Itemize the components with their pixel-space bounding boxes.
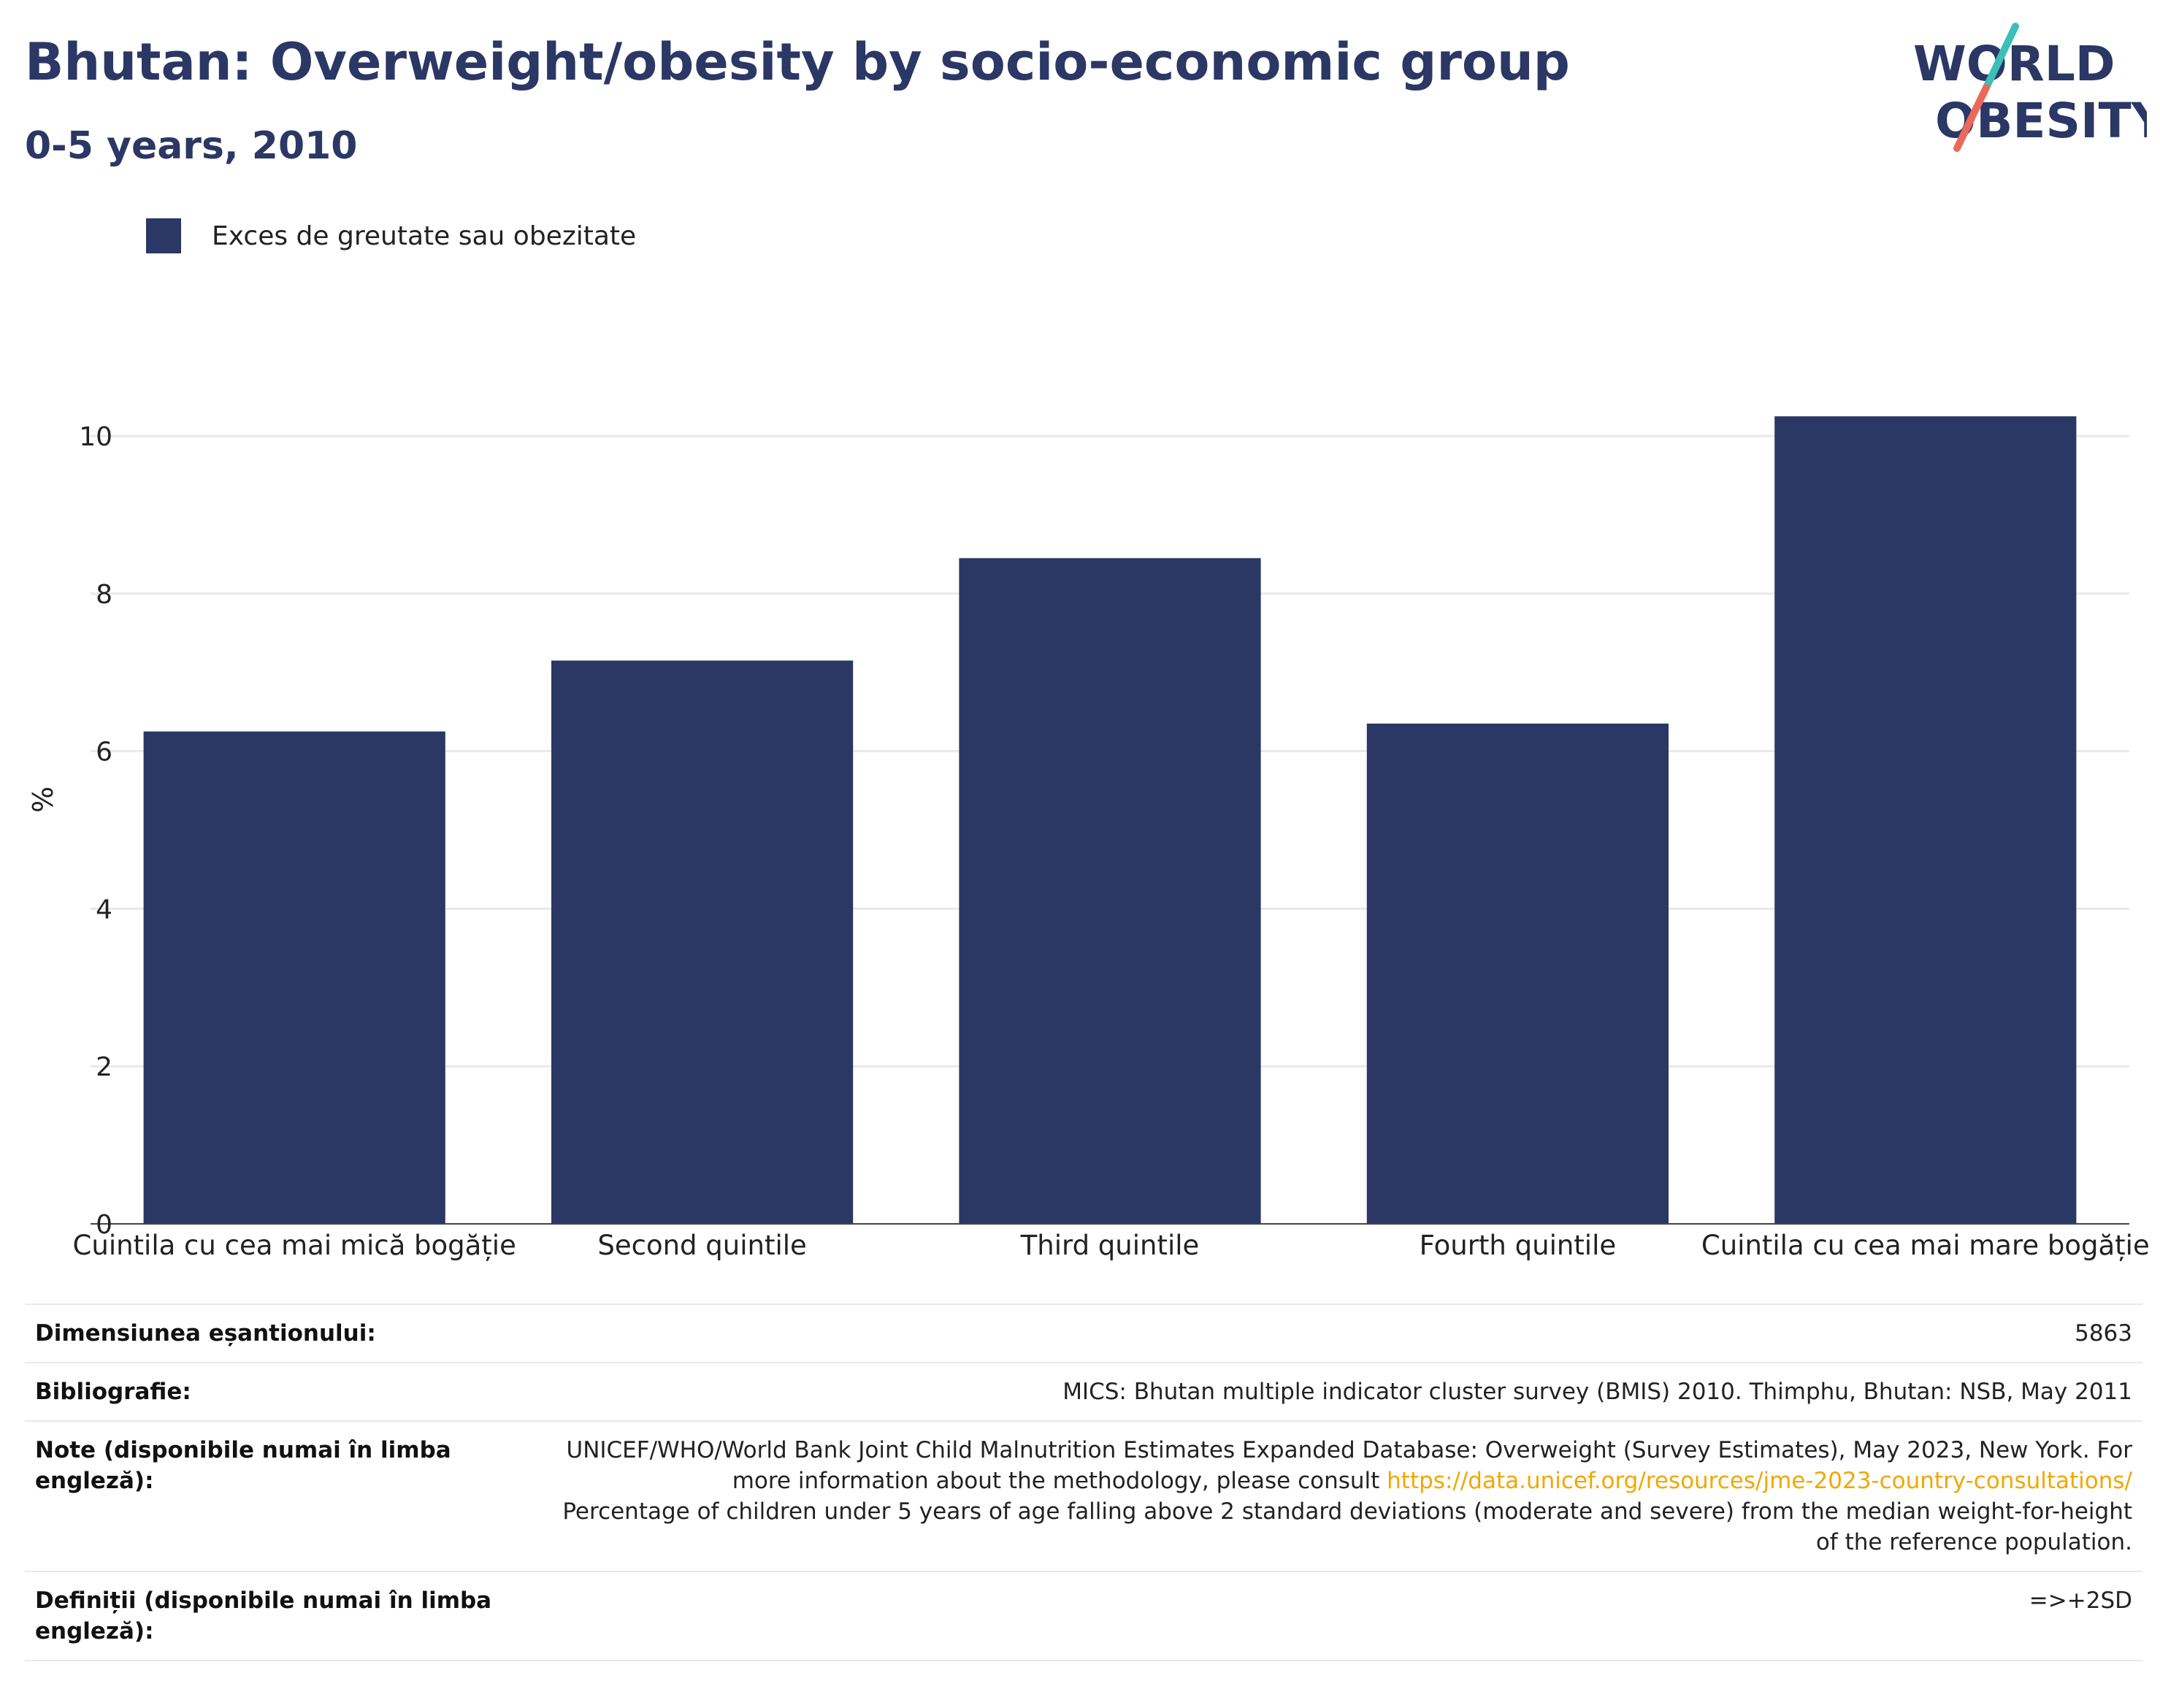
notes-link[interactable]: https://data.unicef.org/resources/jme-20… (1387, 1468, 2132, 1494)
y-tick-label: 6 (96, 738, 112, 767)
notes-text-1: UNICEF/WHO/World Bank Joint Child Malnut… (566, 1437, 2133, 1494)
definitions-value: =>+2SD (527, 1571, 2142, 1661)
x-tick-labels: Cuintila cu cea mai mică bogăție Second q… (73, 1230, 2150, 1261)
sample-size-label: Dimensiunea eșantionului: (25, 1303, 527, 1363)
legend[interactable]: Exces de greutate sau obezitate (146, 218, 636, 254)
sample-size-value: 5863 (527, 1303, 2142, 1363)
y-tick-label: 0 (96, 1210, 112, 1240)
x-tick-label: Fourth quintile (1420, 1230, 1616, 1261)
info-row-bibliography: Bibliografie: MICS: Bhutan multiple indi… (25, 1362, 2142, 1421)
notes-label: Note (disponibile numai în limba engleză… (25, 1420, 527, 1571)
info-row-sample: Dimensiunea eșantionului: 5863 (25, 1303, 2142, 1363)
bar-chart: 0 2 4 6 8 10 Cuintila cu cea mai mică bogăție… (27, 416, 2150, 1261)
legend-swatch (146, 218, 181, 253)
chart-title: Bhutan: Overweight/obesity by socio-econ… (25, 32, 1570, 92)
y-tick-label: 4 (96, 895, 112, 924)
logo-slash-top-icon (1983, 23, 2019, 91)
info-row-definitions: Definiții (disponibile numai în limba en… (25, 1571, 2142, 1661)
y-tick-label: 2 (96, 1052, 112, 1082)
bars (143, 416, 2077, 1224)
notes-value: UNICEF/WHO/World Bank Joint Child Malnut… (527, 1420, 2142, 1571)
definitions-label: Definiții (disponibile numai în limba en… (25, 1571, 527, 1661)
x-tick-label: Cuintila cu cea mai mică bogăție (73, 1230, 516, 1261)
info-row-notes: Note (disponibile numai în limba engleză… (25, 1420, 2142, 1571)
bar[interactable] (1774, 416, 2077, 1224)
y-tick-labels: 0 2 4 6 8 10 (79, 422, 112, 1240)
world-obesity-logo: WORLD OBESITY (1913, 23, 2147, 152)
x-tick-label: Cuintila cu cea mai mare bogăție (1701, 1230, 2150, 1261)
y-tick-label: 10 (79, 422, 112, 452)
bibliography-label: Bibliografie: (25, 1362, 527, 1421)
chart-subtitle: 0-5 years, 2010 (25, 124, 358, 168)
y-tick-label: 8 (96, 580, 112, 610)
x-tick-label: Second quintile (597, 1230, 806, 1261)
y-axis-label: % (27, 786, 59, 813)
legend-label: Exces de greutate sau obezitate (212, 221, 637, 251)
logo-slash-bottom-icon (1953, 84, 1990, 152)
bibliography-value: MICS: Bhutan multiple indicator cluster … (527, 1362, 2142, 1421)
logo-text-world: WORLD (1913, 36, 2115, 92)
x-tick-label: Third quintile (1020, 1230, 1200, 1261)
notes-text-2: Percentage of children under 5 years of … (562, 1498, 2132, 1555)
bar[interactable] (143, 731, 445, 1224)
bar[interactable] (551, 660, 854, 1224)
bar[interactable] (959, 558, 1261, 1224)
bar[interactable] (1366, 723, 1669, 1224)
info-table: Dimensiunea eșantionului: 5863 Bibliogra… (25, 1303, 2142, 1661)
